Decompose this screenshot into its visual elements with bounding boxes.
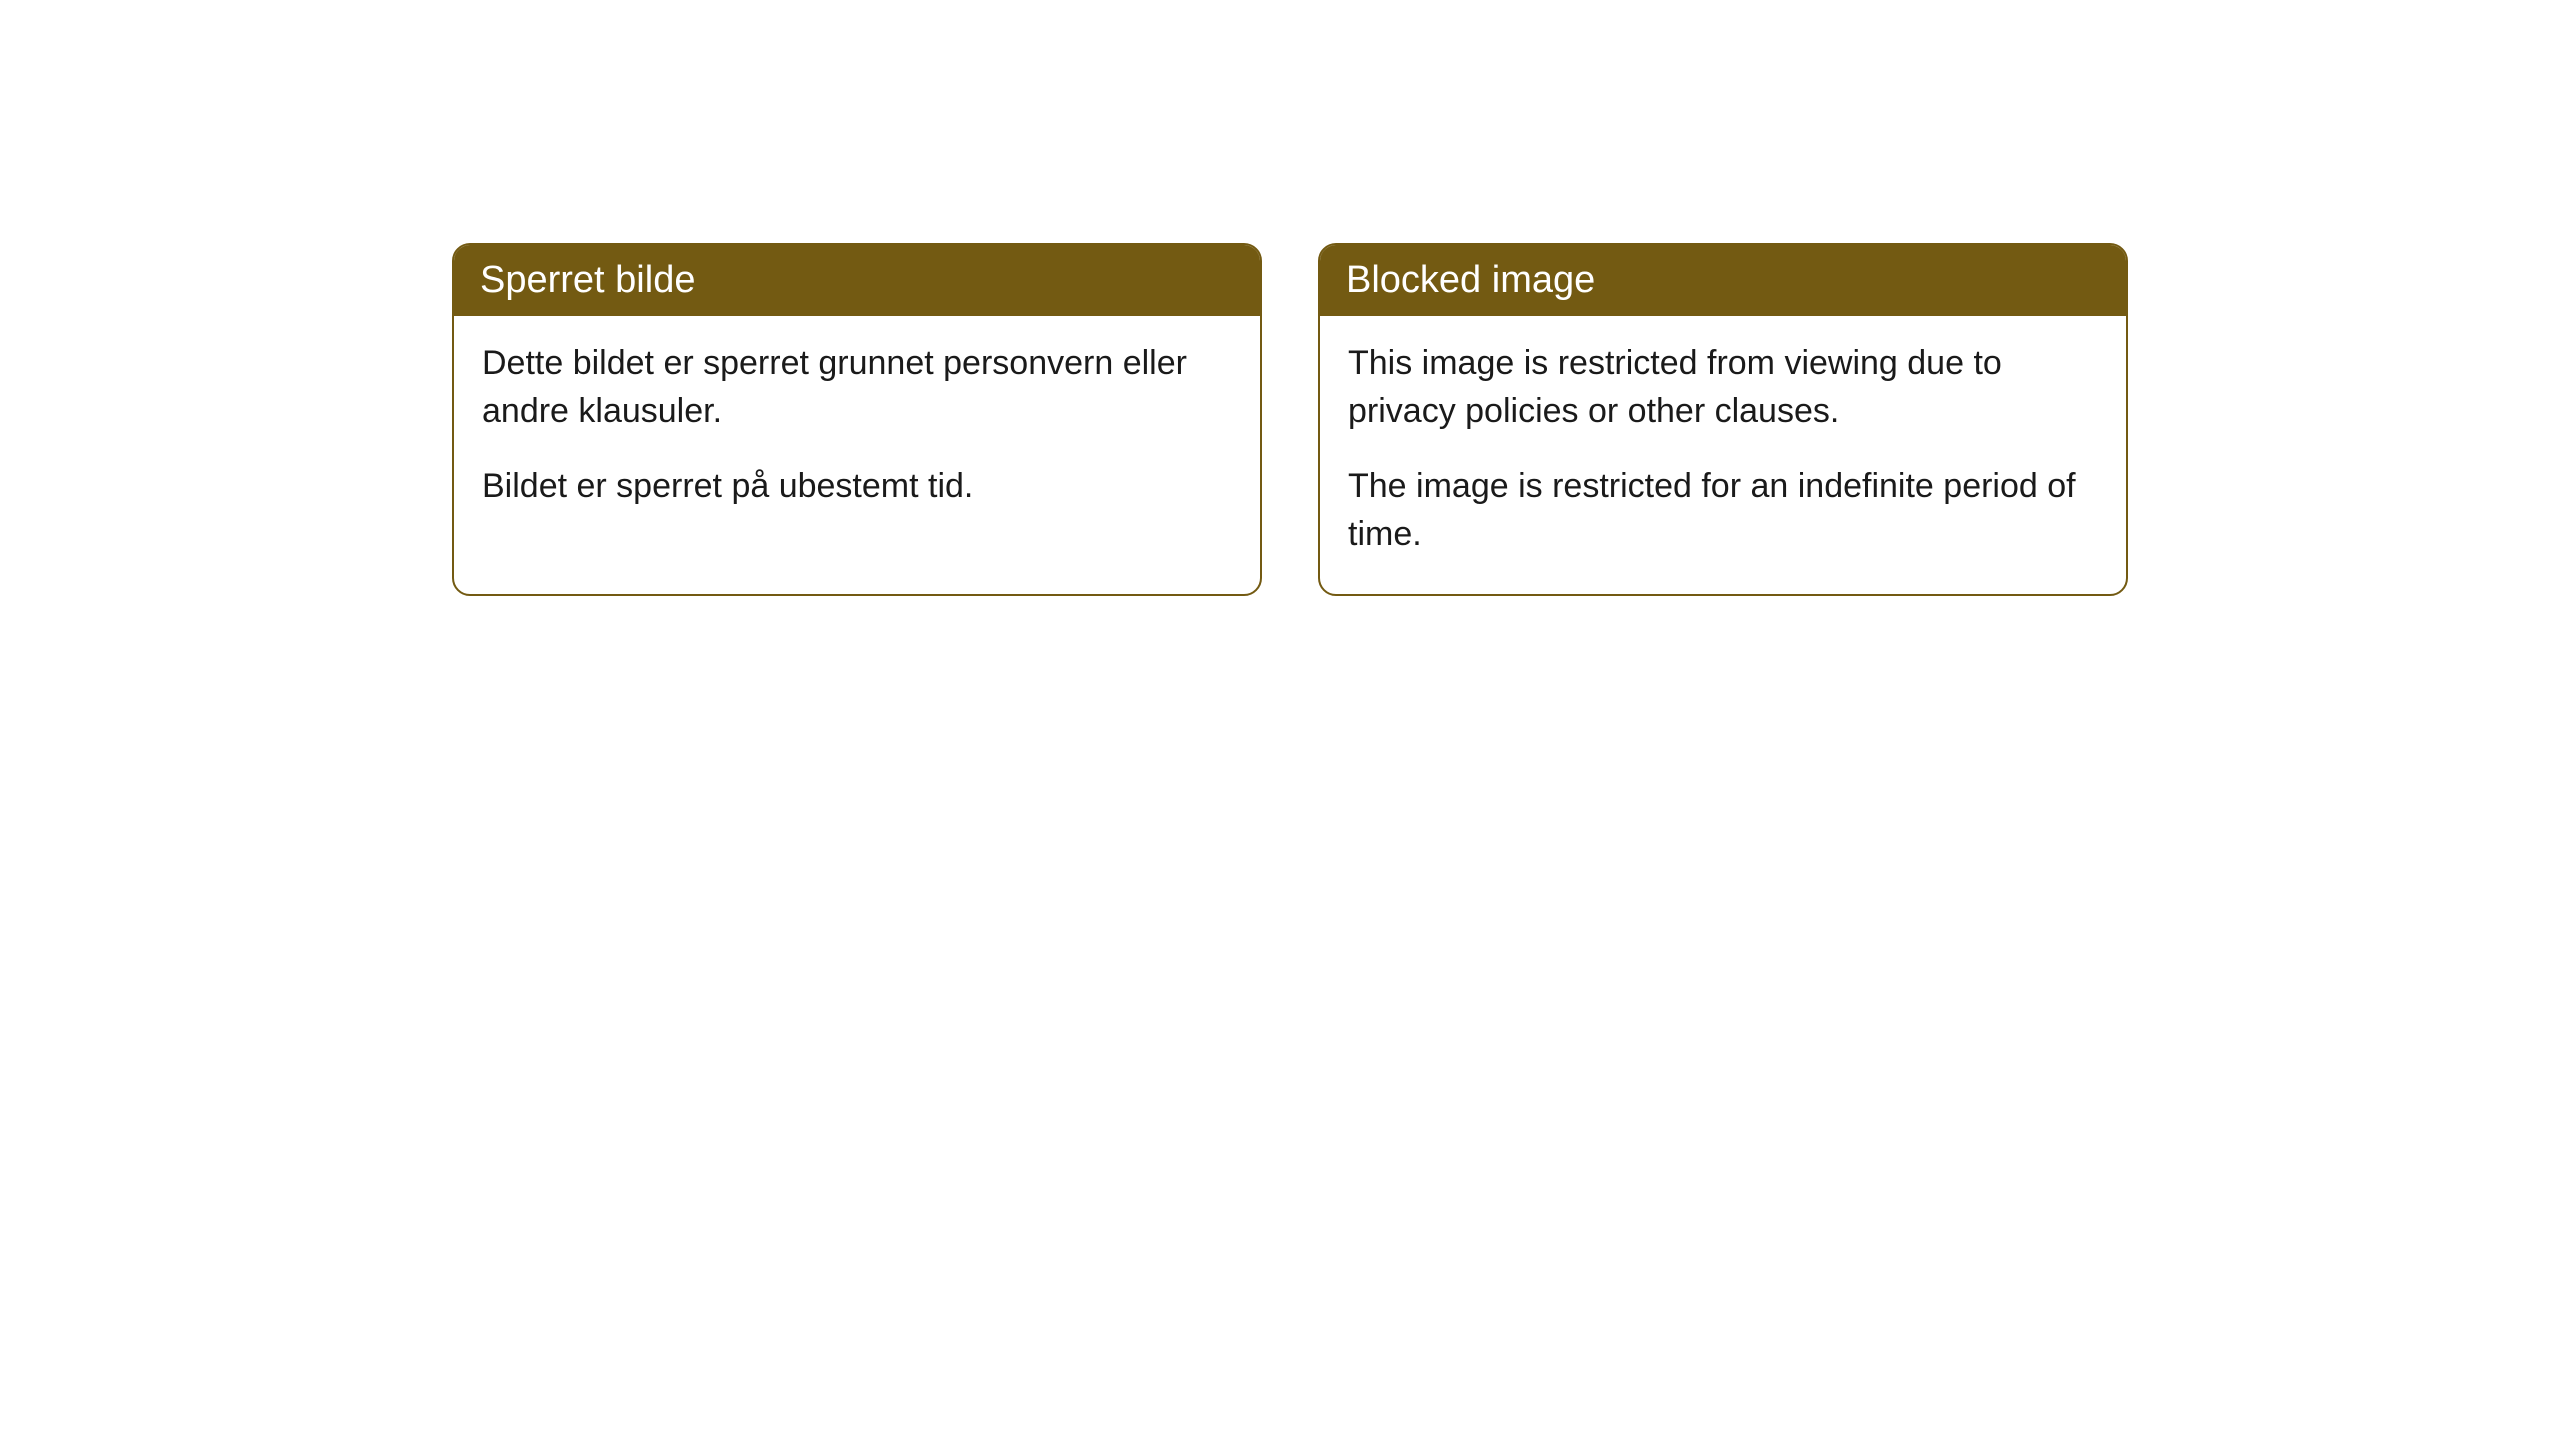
card-header: Blocked image xyxy=(1320,245,2126,316)
card-header: Sperret bilde xyxy=(454,245,1260,316)
blocked-image-card-english: Blocked image This image is restricted f… xyxy=(1318,243,2128,596)
card-title: Blocked image xyxy=(1346,259,1595,301)
card-paragraph: The image is restricted for an indefinit… xyxy=(1348,463,2098,558)
notice-cards-container: Sperret bilde Dette bildet er sperret gr… xyxy=(452,243,2128,596)
card-body: Dette bildet er sperret grunnet personve… xyxy=(454,316,1260,547)
card-body: This image is restricted from viewing du… xyxy=(1320,316,2126,594)
card-paragraph: This image is restricted from viewing du… xyxy=(1348,340,2098,435)
card-paragraph: Bildet er sperret på ubestemt tid. xyxy=(482,463,1232,511)
card-paragraph: Dette bildet er sperret grunnet personve… xyxy=(482,340,1232,435)
blocked-image-card-norwegian: Sperret bilde Dette bildet er sperret gr… xyxy=(452,243,1262,596)
card-title: Sperret bilde xyxy=(480,259,695,301)
